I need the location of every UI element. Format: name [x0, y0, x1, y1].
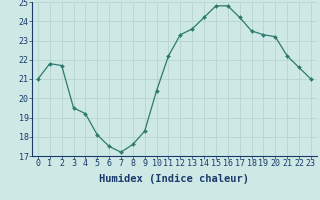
X-axis label: Humidex (Indice chaleur): Humidex (Indice chaleur) — [100, 174, 249, 184]
